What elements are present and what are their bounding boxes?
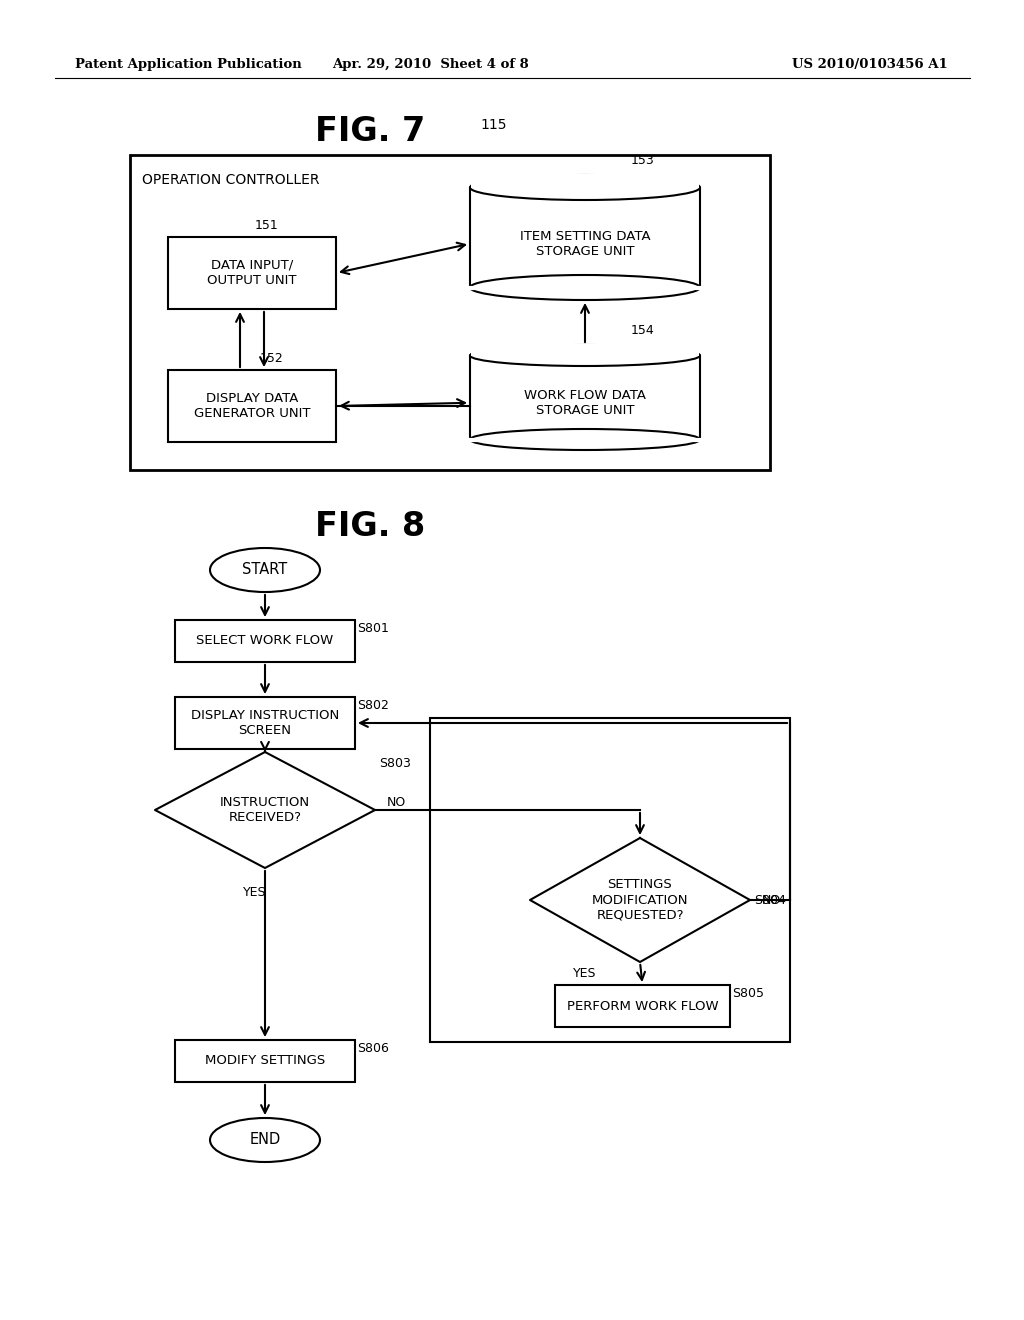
Text: S802: S802 [357, 700, 389, 711]
Ellipse shape [210, 1118, 319, 1162]
Text: S805: S805 [732, 987, 764, 1001]
Text: 115: 115 [480, 117, 507, 132]
FancyBboxPatch shape [130, 154, 770, 470]
Text: Apr. 29, 2010  Sheet 4 of 8: Apr. 29, 2010 Sheet 4 of 8 [332, 58, 528, 71]
Ellipse shape [470, 275, 700, 300]
Text: NO: NO [762, 894, 781, 907]
FancyBboxPatch shape [175, 1040, 355, 1082]
Text: END: END [250, 1133, 281, 1147]
Text: DISPLAY DATA
GENERATOR UNIT: DISPLAY DATA GENERATOR UNIT [194, 392, 310, 420]
FancyBboxPatch shape [470, 355, 700, 440]
Ellipse shape [470, 345, 700, 366]
Text: 153: 153 [631, 154, 654, 168]
Text: US 2010/0103456 A1: US 2010/0103456 A1 [793, 58, 948, 71]
Text: DISPLAY INSTRUCTION
SCREEN: DISPLAY INSTRUCTION SCREEN [190, 709, 339, 737]
Text: 151: 151 [255, 219, 279, 232]
Text: WORK FLOW DATA
STORAGE UNIT: WORK FLOW DATA STORAGE UNIT [524, 389, 646, 417]
FancyBboxPatch shape [168, 370, 336, 442]
Text: NO: NO [387, 796, 407, 808]
FancyBboxPatch shape [471, 174, 699, 187]
FancyBboxPatch shape [168, 238, 336, 309]
Ellipse shape [210, 548, 319, 591]
FancyBboxPatch shape [470, 187, 700, 288]
FancyBboxPatch shape [175, 620, 355, 663]
Text: PERFORM WORK FLOW: PERFORM WORK FLOW [566, 999, 718, 1012]
Text: S801: S801 [357, 622, 389, 635]
Text: Patent Application Publication: Patent Application Publication [75, 58, 302, 71]
Text: YES: YES [244, 886, 266, 899]
FancyBboxPatch shape [471, 345, 699, 355]
Text: 152: 152 [260, 352, 284, 366]
Text: START: START [243, 562, 288, 578]
Ellipse shape [470, 176, 700, 201]
Text: S803: S803 [379, 756, 411, 770]
Text: MODIFY SETTINGS: MODIFY SETTINGS [205, 1055, 326, 1068]
Text: INSTRUCTION
RECEIVED?: INSTRUCTION RECEIVED? [220, 796, 310, 824]
FancyBboxPatch shape [175, 697, 355, 748]
Text: SETTINGS
MODIFICATION
REQUESTED?: SETTINGS MODIFICATION REQUESTED? [592, 879, 688, 921]
Text: S806: S806 [357, 1041, 389, 1055]
Text: YES: YES [573, 968, 597, 979]
Ellipse shape [470, 429, 700, 450]
Text: ITEM SETTING DATA
STORAGE UNIT: ITEM SETTING DATA STORAGE UNIT [520, 230, 650, 257]
Text: OPERATION CONTROLLER: OPERATION CONTROLLER [142, 173, 319, 187]
Text: FIG. 8: FIG. 8 [314, 510, 425, 543]
Text: 154: 154 [631, 323, 654, 337]
Text: FIG. 7: FIG. 7 [314, 115, 425, 148]
Text: SELECT WORK FLOW: SELECT WORK FLOW [197, 635, 334, 648]
FancyBboxPatch shape [555, 985, 730, 1027]
Text: DATA INPUT/
OUTPUT UNIT: DATA INPUT/ OUTPUT UNIT [207, 259, 297, 286]
Text: S804: S804 [754, 894, 785, 907]
